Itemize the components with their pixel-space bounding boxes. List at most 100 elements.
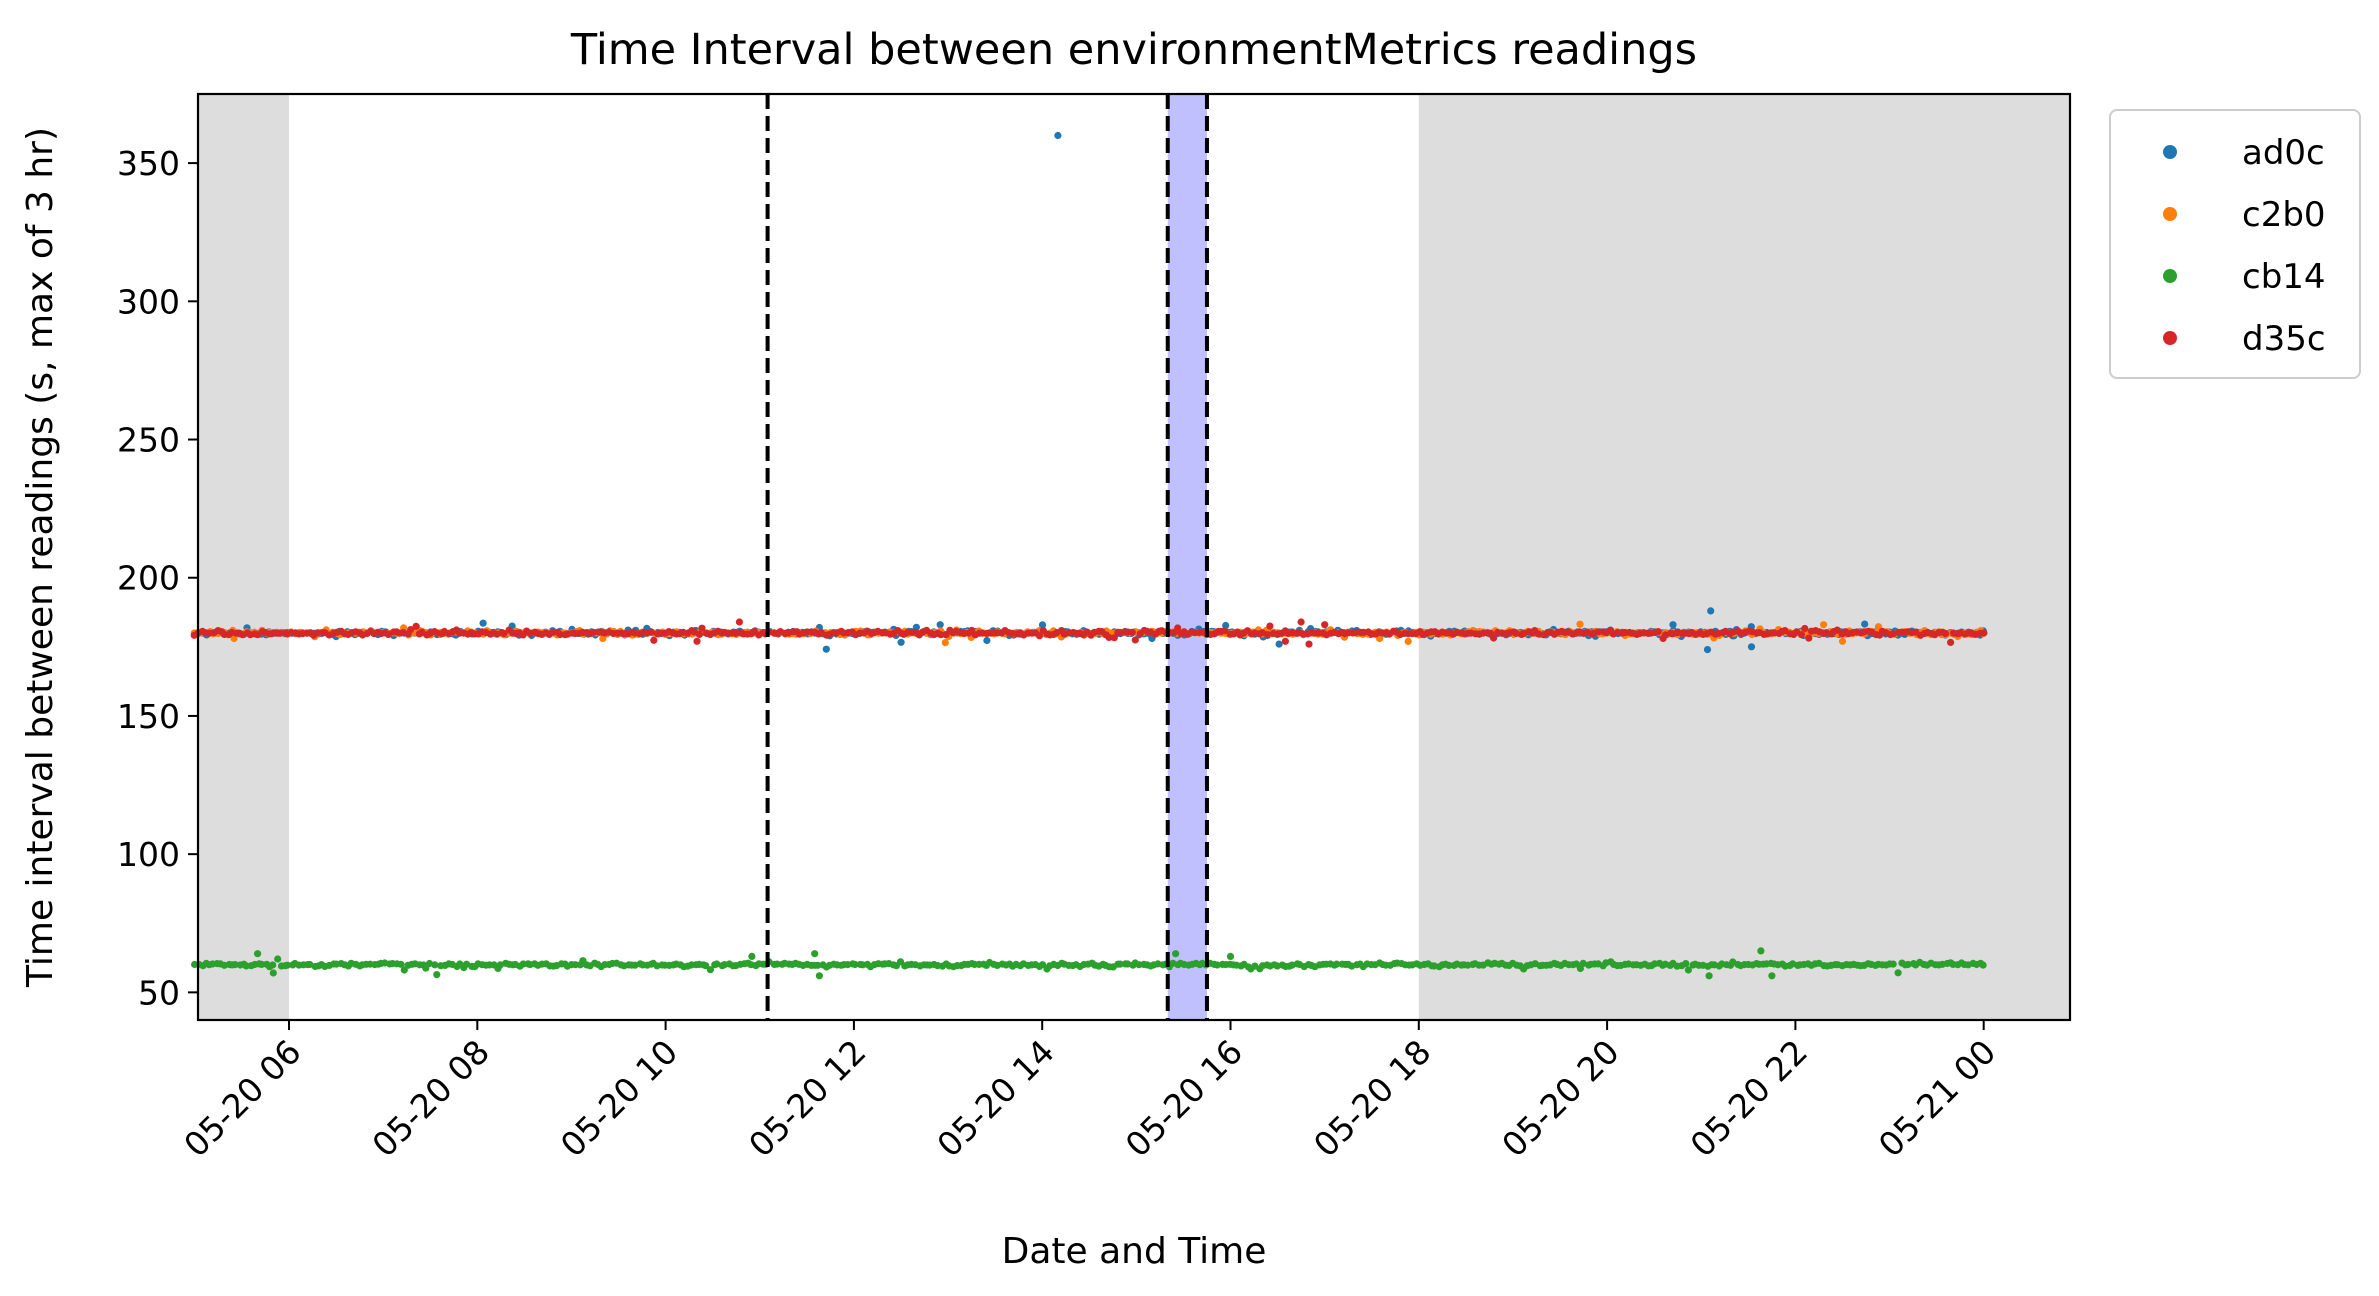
- x-axis-title: Date and Time: [1002, 1231, 1267, 1272]
- data-point: [1128, 628, 1136, 636]
- x-tick-label: 05-20 08: [364, 1032, 496, 1164]
- data-point: [897, 638, 905, 646]
- data-point: [1980, 629, 1988, 637]
- x-tick-label: 05-21 00: [1871, 1032, 2003, 1164]
- y-tick-label: 350: [117, 144, 180, 183]
- data-point: [1038, 621, 1047, 629]
- data-point: [269, 969, 277, 977]
- data-point: [1116, 960, 1124, 968]
- data-point: [1275, 640, 1283, 648]
- data-point: [1889, 630, 1897, 638]
- x-tick-label: 05-20 12: [741, 1032, 873, 1164]
- data-point: [1305, 640, 1313, 648]
- data-point: [1757, 947, 1765, 955]
- data-point: [1110, 634, 1118, 642]
- data-point: [912, 623, 921, 631]
- x-tick-label: 05-20 06: [176, 1032, 308, 1164]
- y-tick-label: 100: [117, 835, 180, 874]
- data-point: [941, 639, 949, 647]
- legend-marker: [2163, 331, 2177, 345]
- data-point: [1889, 960, 1897, 968]
- y-tick-label: 300: [117, 282, 180, 321]
- chart-title: Time Interval between environmentMetrics…: [570, 25, 1697, 75]
- data-point: [1333, 960, 1341, 968]
- data-point: [702, 962, 710, 970]
- legend-marker: [2163, 269, 2177, 283]
- data-point: [254, 950, 262, 958]
- data-point: [1269, 629, 1277, 638]
- data-point: [706, 966, 715, 974]
- data-point: [283, 961, 291, 969]
- data-point: [1768, 972, 1776, 980]
- y-axis-title: Time interval between readings (s, max o…: [20, 127, 61, 988]
- data-point: [1404, 637, 1412, 646]
- data-point: [1797, 631, 1805, 639]
- data-point: [815, 972, 824, 980]
- data-point: [1594, 628, 1602, 636]
- data-point: [1669, 621, 1677, 629]
- x-tick-label: 05-20 14: [929, 1032, 1061, 1164]
- data-point: [1281, 637, 1289, 645]
- data-point: [748, 952, 756, 961]
- data-point: [306, 960, 314, 969]
- data-point: [412, 622, 420, 630]
- data-point: [590, 628, 598, 636]
- data-point: [1226, 952, 1235, 961]
- data-point: [1576, 620, 1584, 628]
- data-point: [693, 637, 701, 645]
- shaded-regions: [198, 94, 2070, 1020]
- data-point: [433, 971, 441, 979]
- x-axis-ticks: 05-20 06 05-20 08 05-20 10 05-20 12 05-20 14…: [176, 1020, 2003, 1165]
- data-point: [851, 960, 859, 969]
- data-point: [479, 619, 487, 627]
- legend-box: [2109, 109, 2361, 379]
- data-point: [1801, 624, 1809, 633]
- data-point: [1035, 632, 1044, 640]
- data-point: [650, 636, 658, 644]
- data-point: [1213, 961, 1221, 969]
- data-point: [500, 629, 508, 638]
- y-tick-label: 200: [117, 559, 180, 598]
- data-point: [1661, 631, 1669, 639]
- data-point: [1221, 627, 1229, 635]
- data-point: [1490, 634, 1498, 642]
- legend-marker: [2163, 145, 2177, 159]
- data-point: [1654, 628, 1662, 636]
- data-point: [1263, 631, 1271, 639]
- data-point: [462, 960, 471, 968]
- data-point: [735, 618, 744, 626]
- data-point: [1684, 966, 1692, 974]
- plot-frame: [196, 92, 2072, 1022]
- data-point: [397, 960, 405, 968]
- data-point: [1105, 633, 1113, 642]
- legend: ad0c c2b0 cb14 d35c: [2109, 109, 2361, 379]
- data-point: [983, 636, 991, 645]
- data-point: [695, 630, 704, 639]
- x-tick-label: 05-20 18: [1306, 1032, 1438, 1164]
- shaded-region: [198, 94, 290, 1020]
- data-point: [1894, 969, 1902, 977]
- data-point: [1820, 621, 1828, 629]
- data-point: [1131, 636, 1139, 644]
- y-axis-ticks: 50 100 150 200 250 300 350: [117, 144, 198, 1012]
- x-tick-label: 05-20 20: [1494, 1032, 1626, 1164]
- data-point: [276, 629, 284, 637]
- data-point: [1344, 629, 1352, 637]
- data-point: [1174, 624, 1182, 632]
- legend-label: d35c: [2242, 319, 2326, 359]
- data-point: [1705, 972, 1713, 980]
- data-point: [1904, 960, 1912, 969]
- data-point: [1833, 626, 1841, 634]
- data-point: [1038, 961, 1047, 969]
- data-point: [1703, 646, 1712, 654]
- data-point: [1297, 618, 1305, 626]
- legend-label: ad0c: [2242, 133, 2325, 173]
- data-point: [1707, 607, 1715, 615]
- data-point: [647, 628, 655, 636]
- data-point: [1579, 959, 1587, 968]
- data-point: [822, 645, 830, 653]
- scatter-points: [190, 131, 1988, 980]
- data-point: [936, 621, 944, 629]
- x-tick-label: 05-20 16: [1118, 1032, 1250, 1164]
